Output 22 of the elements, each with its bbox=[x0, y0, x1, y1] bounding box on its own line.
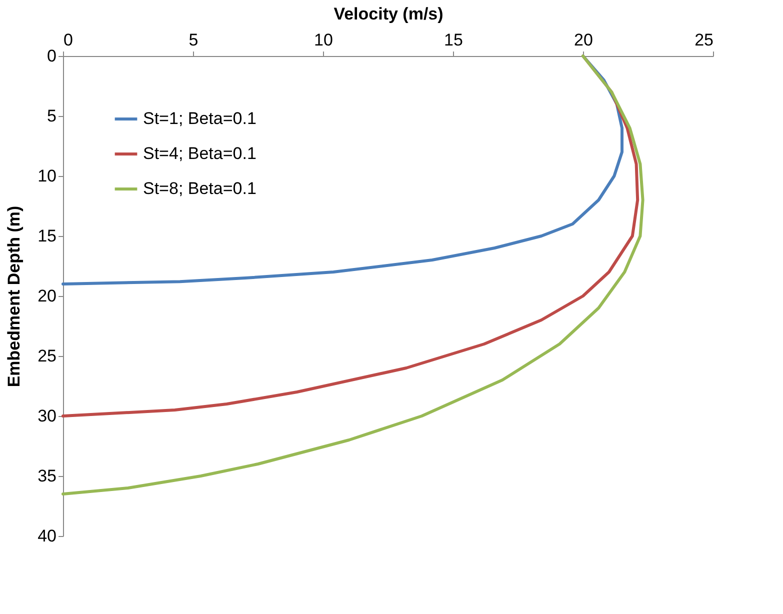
y-tick-label: 0 bbox=[47, 46, 56, 66]
x-tick-label: 0 bbox=[64, 30, 73, 50]
legend-label: St=1; Beta=0.1 bbox=[143, 109, 256, 128]
x-tick-label: 25 bbox=[694, 30, 714, 50]
x-axis-title: Velocity (m/s) bbox=[334, 4, 444, 24]
y-axis-title: Embedment Depth (m) bbox=[4, 206, 24, 388]
legend-label: St=8; Beta=0.1 bbox=[143, 179, 256, 198]
line-series bbox=[62, 54, 624, 286]
y-tick-label: 30 bbox=[38, 406, 56, 426]
y-tick-label: 25 bbox=[38, 346, 56, 366]
y-tick-label: 15 bbox=[38, 226, 56, 246]
x-tick-label: 15 bbox=[444, 30, 463, 50]
y-tick-label: 20 bbox=[38, 286, 56, 306]
legend-label: St=4; Beta=0.1 bbox=[143, 144, 256, 163]
y-tick-label: 35 bbox=[38, 466, 56, 486]
x-tick-label: 10 bbox=[314, 30, 333, 50]
y-tick-label: 5 bbox=[47, 106, 56, 126]
x-tick-label: 20 bbox=[574, 30, 593, 50]
line-series bbox=[62, 54, 644, 496]
y-tick-label: 10 bbox=[38, 166, 56, 186]
y-tick-label: 40 bbox=[38, 526, 56, 546]
x-tick-label: 5 bbox=[188, 30, 198, 50]
